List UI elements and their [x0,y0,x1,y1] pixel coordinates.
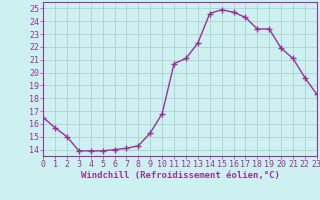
X-axis label: Windchill (Refroidissement éolien,°C): Windchill (Refroidissement éolien,°C) [81,171,279,180]
